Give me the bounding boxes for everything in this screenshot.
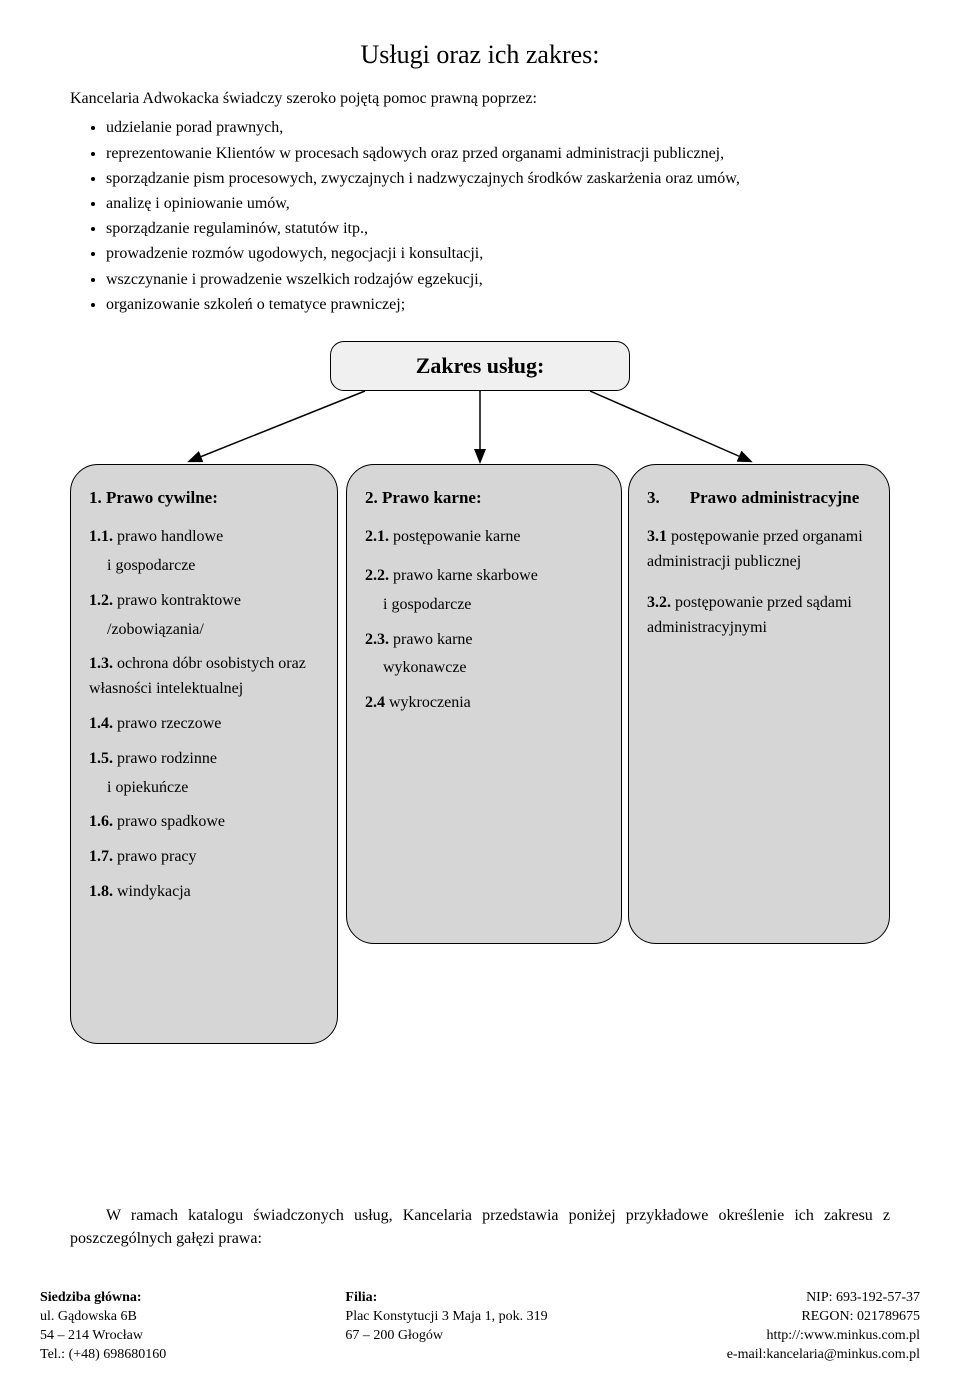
col-cywilne: 1. Prawo cywilne: 1.1. prawo handlowe i …	[70, 464, 338, 1044]
list-item: analizę i opiniowanie umów,	[106, 192, 890, 215]
list-item-sub: i gospodarcze	[107, 554, 319, 579]
closing-text: W ramach katalogu świadczonych usług, Ka…	[70, 1205, 890, 1250]
columns-row: 1. Prawo cywilne: 1.1. prawo handlowe i …	[70, 464, 890, 1044]
list-item: udzielanie porad prawnych,	[106, 116, 890, 139]
list-item: wszczynanie i prowadzenie wszelkich rodz…	[106, 268, 890, 291]
footer-line: http://:www.minkus.com.pl	[727, 1327, 920, 1346]
footer-line: Plac Konstytucji 3 Maja 1, pok. 319	[345, 1308, 547, 1327]
footer: Siedziba główna: ul. Gądowska 6B 54 – 21…	[40, 1289, 920, 1365]
list-item: 1.5. prawo rodzinne	[89, 747, 319, 772]
list-item-sub: /zobowiązania/	[107, 618, 319, 643]
list-item-sub: i opiekuńcze	[107, 776, 319, 801]
footer-line: 67 – 200 Głogów	[345, 1327, 547, 1346]
footer-right: NIP: 693-192-57-37 REGON: 021789675 http…	[727, 1289, 920, 1365]
footer-left: Siedziba główna: ul. Gądowska 6B 54 – 21…	[40, 1289, 166, 1365]
footer-line: Tel.: (+48) 698680160	[40, 1346, 166, 1365]
footer-head: Siedziba główna:	[40, 1289, 166, 1308]
footer-line: NIP: 693-192-57-37	[727, 1289, 920, 1308]
footer-line: ul. Gądowska 6B	[40, 1308, 166, 1327]
bullet-list: udzielanie porad prawnych, reprezentowan…	[106, 116, 890, 316]
list-item: 3.1 postępowanie przed organami administ…	[647, 525, 871, 575]
list-item: 2.3. prawo karne	[365, 628, 603, 653]
list-item: 1.7. prawo pracy	[89, 845, 319, 870]
list-item-sub: wykonawcze	[383, 656, 603, 681]
footer-mid: Filia: Plac Konstytucji 3 Maja 1, pok. 3…	[345, 1289, 547, 1365]
list-item: organizowanie szkoleń o tematyce prawnic…	[106, 293, 890, 316]
col-title: 2. Prawo karne:	[365, 485, 603, 511]
page-title: Usługi oraz ich zakres:	[70, 40, 890, 70]
list-item: 2.4 wykroczenia	[365, 691, 603, 716]
list-item: 1.2. prawo kontraktowe	[89, 589, 319, 614]
col-title: 1. Prawo cywilne:	[89, 485, 319, 511]
footer-head: Filia:	[345, 1289, 547, 1308]
col-admin: 3.Prawo administracyjne 3.1 postępowanie…	[628, 464, 890, 944]
footer-line: 54 – 214 Wrocław	[40, 1327, 166, 1346]
list-item: 1.6. prawo spadkowe	[89, 810, 319, 835]
col-karne: 2. Prawo karne: 2.1. postępowanie karne …	[346, 464, 622, 944]
list-item: prowadzenie rozmów ugodowych, negocjacji…	[106, 242, 890, 265]
footer-line: REGON: 021789675	[727, 1308, 920, 1327]
col-title: 3.Prawo administracyjne	[647, 485, 871, 511]
list-item: 2.1. postępowanie karne	[365, 525, 603, 550]
list-item: 1.8. windykacja	[89, 880, 319, 905]
intro-text: Kancelaria Adwokacka świadczy szeroko po…	[70, 88, 890, 110]
list-item: 1.1. prawo handlowe	[89, 525, 319, 550]
list-item: 3.2. postępowanie przed sądami administr…	[647, 591, 871, 641]
list-item: 1.4. prawo rzeczowe	[89, 712, 319, 737]
diagram-area: Zakres usług:	[70, 326, 890, 476]
list-item: 2.2. prawo karne skarbowe	[365, 564, 603, 589]
list-item: sporządzanie pism procesowych, zwyczajny…	[106, 167, 890, 190]
list-item: reprezentowanie Klientów w procesach sąd…	[106, 142, 890, 165]
list-item-sub: i gospodarcze	[383, 593, 603, 618]
zakres-label: Zakres usług:	[416, 353, 545, 379]
list-item: 1.3. ochrona dóbr osobistych oraz własno…	[89, 652, 319, 702]
footer-line: e-mail:kancelaria@minkus.com.pl	[727, 1346, 920, 1365]
list-item: sporządzanie regulaminów, statutów itp.,	[106, 217, 890, 240]
zakres-box: Zakres usług:	[330, 341, 630, 391]
